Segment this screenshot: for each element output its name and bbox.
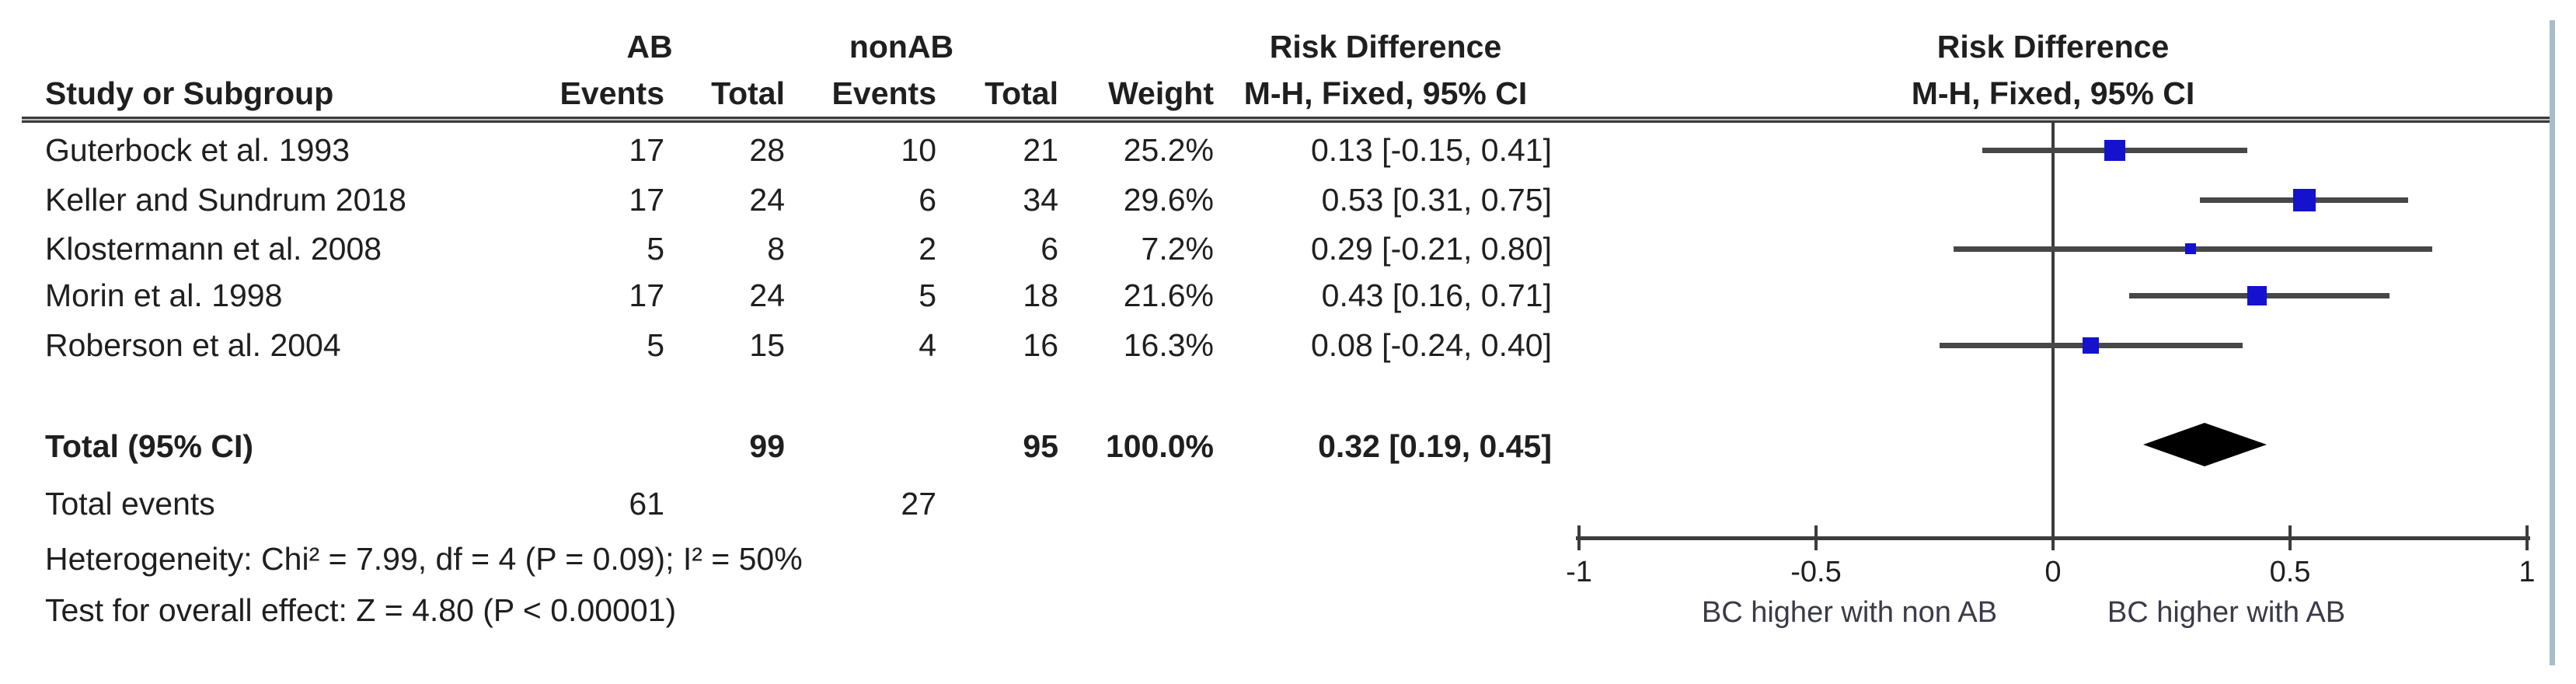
study-total1-cell: 24 (749, 182, 785, 218)
study-events2-cell: 5 (919, 277, 936, 313)
effect-header-line1: Risk Difference (1269, 29, 1502, 65)
col-header-events1: Events (559, 75, 664, 111)
study-total2-cell: 18 (1023, 277, 1058, 313)
pooled-effect-diamond (2143, 423, 2267, 466)
group1-header: AB (626, 29, 673, 65)
col-header-study: Study or Subgroup (45, 75, 334, 111)
study-name-cell: Roberson et al. 2004 (45, 327, 341, 363)
col-header-weight: Weight (1108, 75, 1214, 111)
effect-header-line2: M-H, Fixed, 95% CI (1243, 75, 1528, 111)
effect-marker (2104, 140, 2125, 161)
study-name-cell: Keller and Sundrum 2018 (45, 182, 406, 218)
study-effect_label-cell: 0.43 [0.16, 0.71] (1321, 277, 1552, 313)
axis-tick-label: -0.5 (1790, 556, 1842, 588)
study-weight-cell: 25.2% (1123, 132, 1214, 168)
diamond-shape (2143, 423, 2267, 466)
study-effect_label-cell: 0.53 [0.31, 0.75] (1321, 182, 1552, 218)
total-row-total2: 95 (1023, 428, 1058, 464)
study-total2-cell: 6 (1041, 231, 1058, 267)
study-total1-cell: 15 (749, 327, 785, 363)
plot-right-border (2550, 20, 2555, 665)
axis-tick (2051, 525, 2055, 550)
study-name-cell: Guterbock et al. 1993 (45, 132, 350, 168)
axis-tick (1577, 525, 1581, 550)
total-row-label: Total (95% CI) (45, 428, 254, 464)
study-events2-cell: 6 (919, 182, 936, 218)
study-name-cell: Morin et al. 1998 (45, 277, 283, 313)
study-events2-cell: 4 (919, 327, 936, 363)
study-events2-cell: 10 (901, 132, 936, 168)
total-row-effect: 0.32 [0.19, 0.45] (1318, 428, 1552, 464)
col-header-events2: Events (831, 75, 936, 111)
study-weight-cell: 29.6% (1123, 182, 1214, 218)
total-events-events2: 27 (901, 486, 936, 522)
total-events-label: Total events (45, 486, 215, 522)
axis-tick-label: 0.5 (2269, 556, 2311, 588)
study-events2-cell: 2 (919, 231, 936, 267)
total-row-total1: 99 (749, 428, 785, 464)
study-effect_label-cell: 0.13 [-0.15, 0.41] (1310, 132, 1552, 168)
study-total1-cell: 24 (749, 277, 785, 313)
effect-marker (2185, 243, 2196, 254)
heterogeneity-text: Heterogeneity: Chi² = 7.99, df = 4 (P = … (45, 541, 803, 577)
effect-marker (2293, 189, 2316, 211)
group2-header: nonAB (849, 29, 954, 65)
zero-reference-line (2051, 123, 2055, 538)
study-weight-cell: 7.2% (1141, 231, 1214, 267)
study-events1-cell: 5 (647, 327, 664, 363)
axis-tick (2288, 525, 2292, 550)
total-row-weight: 100.0% (1105, 428, 1214, 464)
study-total1-cell: 8 (767, 231, 785, 267)
axis-tick (2525, 525, 2529, 550)
study-weight-cell: 16.3% (1123, 327, 1214, 363)
study-name-cell: Klostermann et al. 2008 (45, 231, 382, 267)
header-rule (22, 117, 2553, 123)
col-header-total2: Total (985, 75, 1058, 111)
study-events1-cell: 17 (629, 182, 664, 218)
study-weight-cell: 21.6% (1123, 277, 1214, 313)
axis-tick (1814, 525, 1818, 550)
plot-header-line1: Risk Difference (1936, 29, 2170, 65)
direction-label-left: BC higher with non AB (1701, 596, 1998, 629)
col-header-total1: Total (711, 75, 785, 111)
study-total2-cell: 34 (1023, 182, 1058, 218)
study-effect_label-cell: 0.08 [-0.24, 0.40] (1310, 327, 1552, 363)
axis-tick-label: 1 (2518, 556, 2536, 588)
effect-marker (2083, 337, 2099, 354)
study-total2-cell: 21 (1023, 132, 1058, 168)
overall-effect-text: Test for overall effect: Z = 4.80 (P < 0… (45, 592, 677, 628)
study-total1-cell: 28 (749, 132, 785, 168)
direction-label-right: BC higher with AB (2107, 596, 2346, 629)
study-events1-cell: 17 (629, 132, 664, 168)
plot-header-line2: M-H, Fixed, 95% CI (1911, 75, 2195, 111)
effect-marker (2247, 286, 2267, 305)
study-events1-cell: 17 (629, 277, 664, 313)
study-effect_label-cell: 0.29 [-0.21, 0.80] (1310, 231, 1552, 267)
axis-tick-label: 0 (2044, 556, 2062, 588)
study-total2-cell: 16 (1023, 327, 1058, 363)
study-events1-cell: 5 (647, 231, 664, 267)
axis-tick-label: -1 (1566, 556, 1592, 588)
total-events-events1: 61 (629, 486, 664, 522)
